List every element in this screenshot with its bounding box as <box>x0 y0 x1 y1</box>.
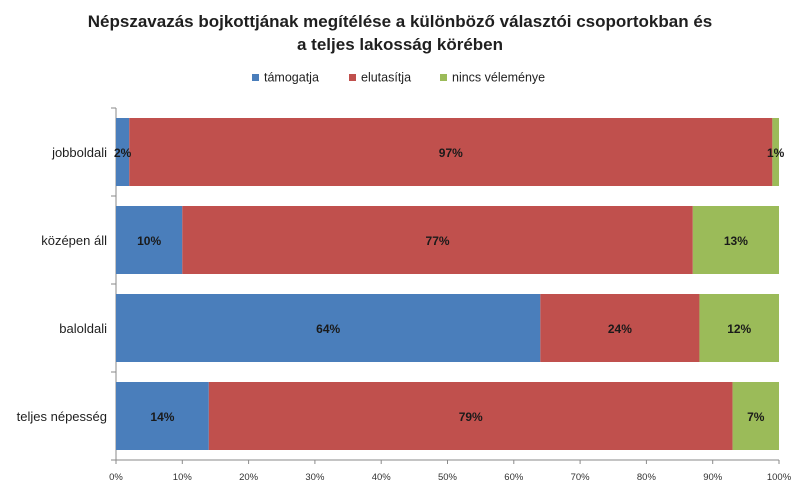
bar-segment <box>772 118 779 186</box>
x-tick-label: 10% <box>173 472 193 483</box>
legend-label: elutasítja <box>361 71 411 85</box>
bar-segment <box>182 206 693 274</box>
legend: támogatja elutasítja nincs véleménye <box>252 71 545 85</box>
x-tick-label: 30% <box>305 472 325 483</box>
legend-label: támogatja <box>264 71 319 85</box>
category-label: középen áll <box>41 233 107 248</box>
legend-item: nincs véleménye <box>440 71 545 85</box>
chart-title: Népszavazás bojkottjának megítélése a kü… <box>88 12 712 54</box>
bar-segment <box>116 382 209 450</box>
legend-item: elutasítja <box>349 71 411 85</box>
data-label: 24% <box>608 322 632 336</box>
category-label: baloldali <box>59 321 107 336</box>
data-label: 13% <box>724 234 748 248</box>
chart-title-line: a teljes lakosság körében <box>297 35 503 54</box>
x-tick-label: 70% <box>571 472 591 483</box>
axes: 0% 10% 20% 30% 40% 50% 60% 70% 80% 90% 100% jobbold… <box>17 107 792 483</box>
chart-title-line: Népszavazás bojkottjának megítélése a kü… <box>88 12 712 31</box>
legend-swatch <box>252 74 259 81</box>
data-label: 2% <box>114 146 132 160</box>
bar-segment <box>732 382 779 450</box>
x-tick-label: 20% <box>239 472 259 483</box>
bar-segment <box>540 294 700 362</box>
legend-swatch <box>349 74 356 81</box>
data-label: 77% <box>426 234 450 248</box>
legend-label: nincs véleménye <box>452 71 545 85</box>
data-labels: 2% 97% 1% 10% 77% 13% 64% 24% 12% 14% 79% 7% <box>114 146 785 424</box>
data-label: 64% <box>316 322 340 336</box>
legend-item: támogatja <box>252 71 319 85</box>
x-tick-label: 0% <box>109 472 123 483</box>
data-label: 12% <box>727 322 751 336</box>
bar-segment <box>692 206 779 274</box>
data-label: 79% <box>459 410 483 424</box>
legend-swatch <box>440 74 447 81</box>
x-tick-label: 90% <box>703 472 723 483</box>
bar-segment <box>116 294 541 362</box>
x-tick-label: 60% <box>504 472 524 483</box>
bars <box>116 118 779 450</box>
bar-segment <box>699 294 779 362</box>
bar-segment <box>116 206 183 274</box>
data-label: 14% <box>150 410 174 424</box>
data-label: 7% <box>747 410 765 424</box>
data-label: 1% <box>767 146 785 160</box>
bar-segment <box>129 118 773 186</box>
data-label: 10% <box>137 234 161 248</box>
x-tick-label: 40% <box>372 472 392 483</box>
data-label: 97% <box>439 146 463 160</box>
category-label: jobboldali <box>51 145 107 160</box>
x-tick-label: 80% <box>637 472 657 483</box>
x-tick-label: 50% <box>438 472 458 483</box>
x-tick-label: 100% <box>767 472 792 483</box>
category-label: teljes népesség <box>17 409 107 424</box>
bar-segment <box>116 118 130 186</box>
bar-segment <box>208 382 733 450</box>
